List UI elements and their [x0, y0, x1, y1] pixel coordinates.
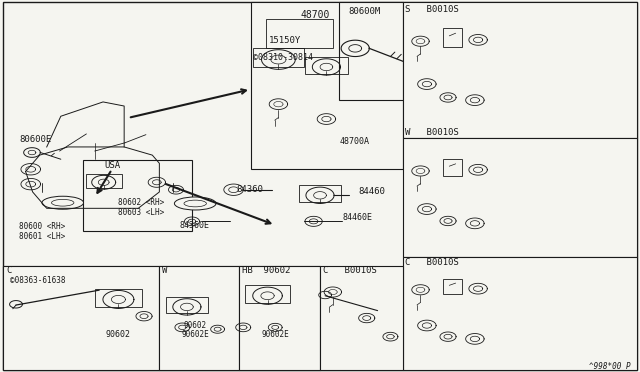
Ellipse shape: [42, 196, 83, 209]
Bar: [305, 57, 348, 74]
Bar: [245, 285, 290, 302]
Text: 80603 <LH>: 80603 <LH>: [118, 208, 164, 217]
Text: ^998*00 P: ^998*00 P: [589, 362, 630, 371]
Bar: [251, 2, 403, 169]
Bar: [403, 138, 637, 257]
Text: 15150Y: 15150Y: [269, 36, 301, 45]
Ellipse shape: [184, 200, 206, 207]
Text: S   B0010S: S B0010S: [405, 5, 459, 14]
Text: 90602E: 90602E: [181, 330, 209, 339]
Text: 84460E: 84460E: [342, 213, 372, 222]
Bar: [83, 160, 192, 231]
Bar: [253, 48, 304, 67]
Bar: [299, 186, 341, 202]
Bar: [159, 266, 239, 370]
Bar: [403, 2, 637, 138]
Bar: [320, 266, 403, 370]
Bar: [3, 266, 159, 370]
Text: 84360E: 84360E: [179, 221, 209, 230]
Text: 80600 <RH>: 80600 <RH>: [19, 222, 65, 231]
Text: USA: USA: [104, 161, 120, 170]
Text: 84460: 84460: [358, 187, 385, 196]
Ellipse shape: [51, 199, 74, 206]
Ellipse shape: [174, 197, 216, 210]
Text: C   B0010S: C B0010S: [405, 258, 459, 267]
Text: 48700A: 48700A: [339, 137, 369, 146]
Bar: [3, 266, 320, 370]
Bar: [443, 279, 462, 294]
Text: 84360: 84360: [237, 185, 264, 194]
Bar: [86, 174, 122, 188]
Bar: [166, 297, 208, 314]
Bar: [266, 19, 333, 48]
Text: ©08310-30814: ©08310-30814: [253, 53, 313, 62]
Bar: [339, 2, 403, 100]
Text: W: W: [162, 266, 167, 275]
Text: 90602: 90602: [106, 330, 131, 339]
Text: ©08363-61638: ©08363-61638: [10, 276, 65, 285]
Text: 80601 <LH>: 80601 <LH>: [19, 232, 65, 241]
Text: C   B0010S: C B0010S: [323, 266, 377, 275]
Text: 90602E: 90602E: [261, 330, 289, 339]
Bar: [443, 159, 462, 176]
Text: 80600M: 80600M: [349, 7, 381, 16]
Text: HB  90602: HB 90602: [242, 266, 291, 275]
Text: 80602 <RH>: 80602 <RH>: [118, 198, 164, 207]
Text: 48700: 48700: [301, 10, 330, 20]
Text: 80600E: 80600E: [19, 135, 51, 144]
Text: C: C: [6, 266, 12, 275]
Bar: [95, 289, 141, 307]
Bar: [443, 28, 462, 46]
Bar: [403, 257, 637, 370]
Text: 90602: 90602: [184, 321, 207, 330]
Bar: [239, 266, 320, 370]
Text: W   B0010S: W B0010S: [405, 128, 459, 137]
